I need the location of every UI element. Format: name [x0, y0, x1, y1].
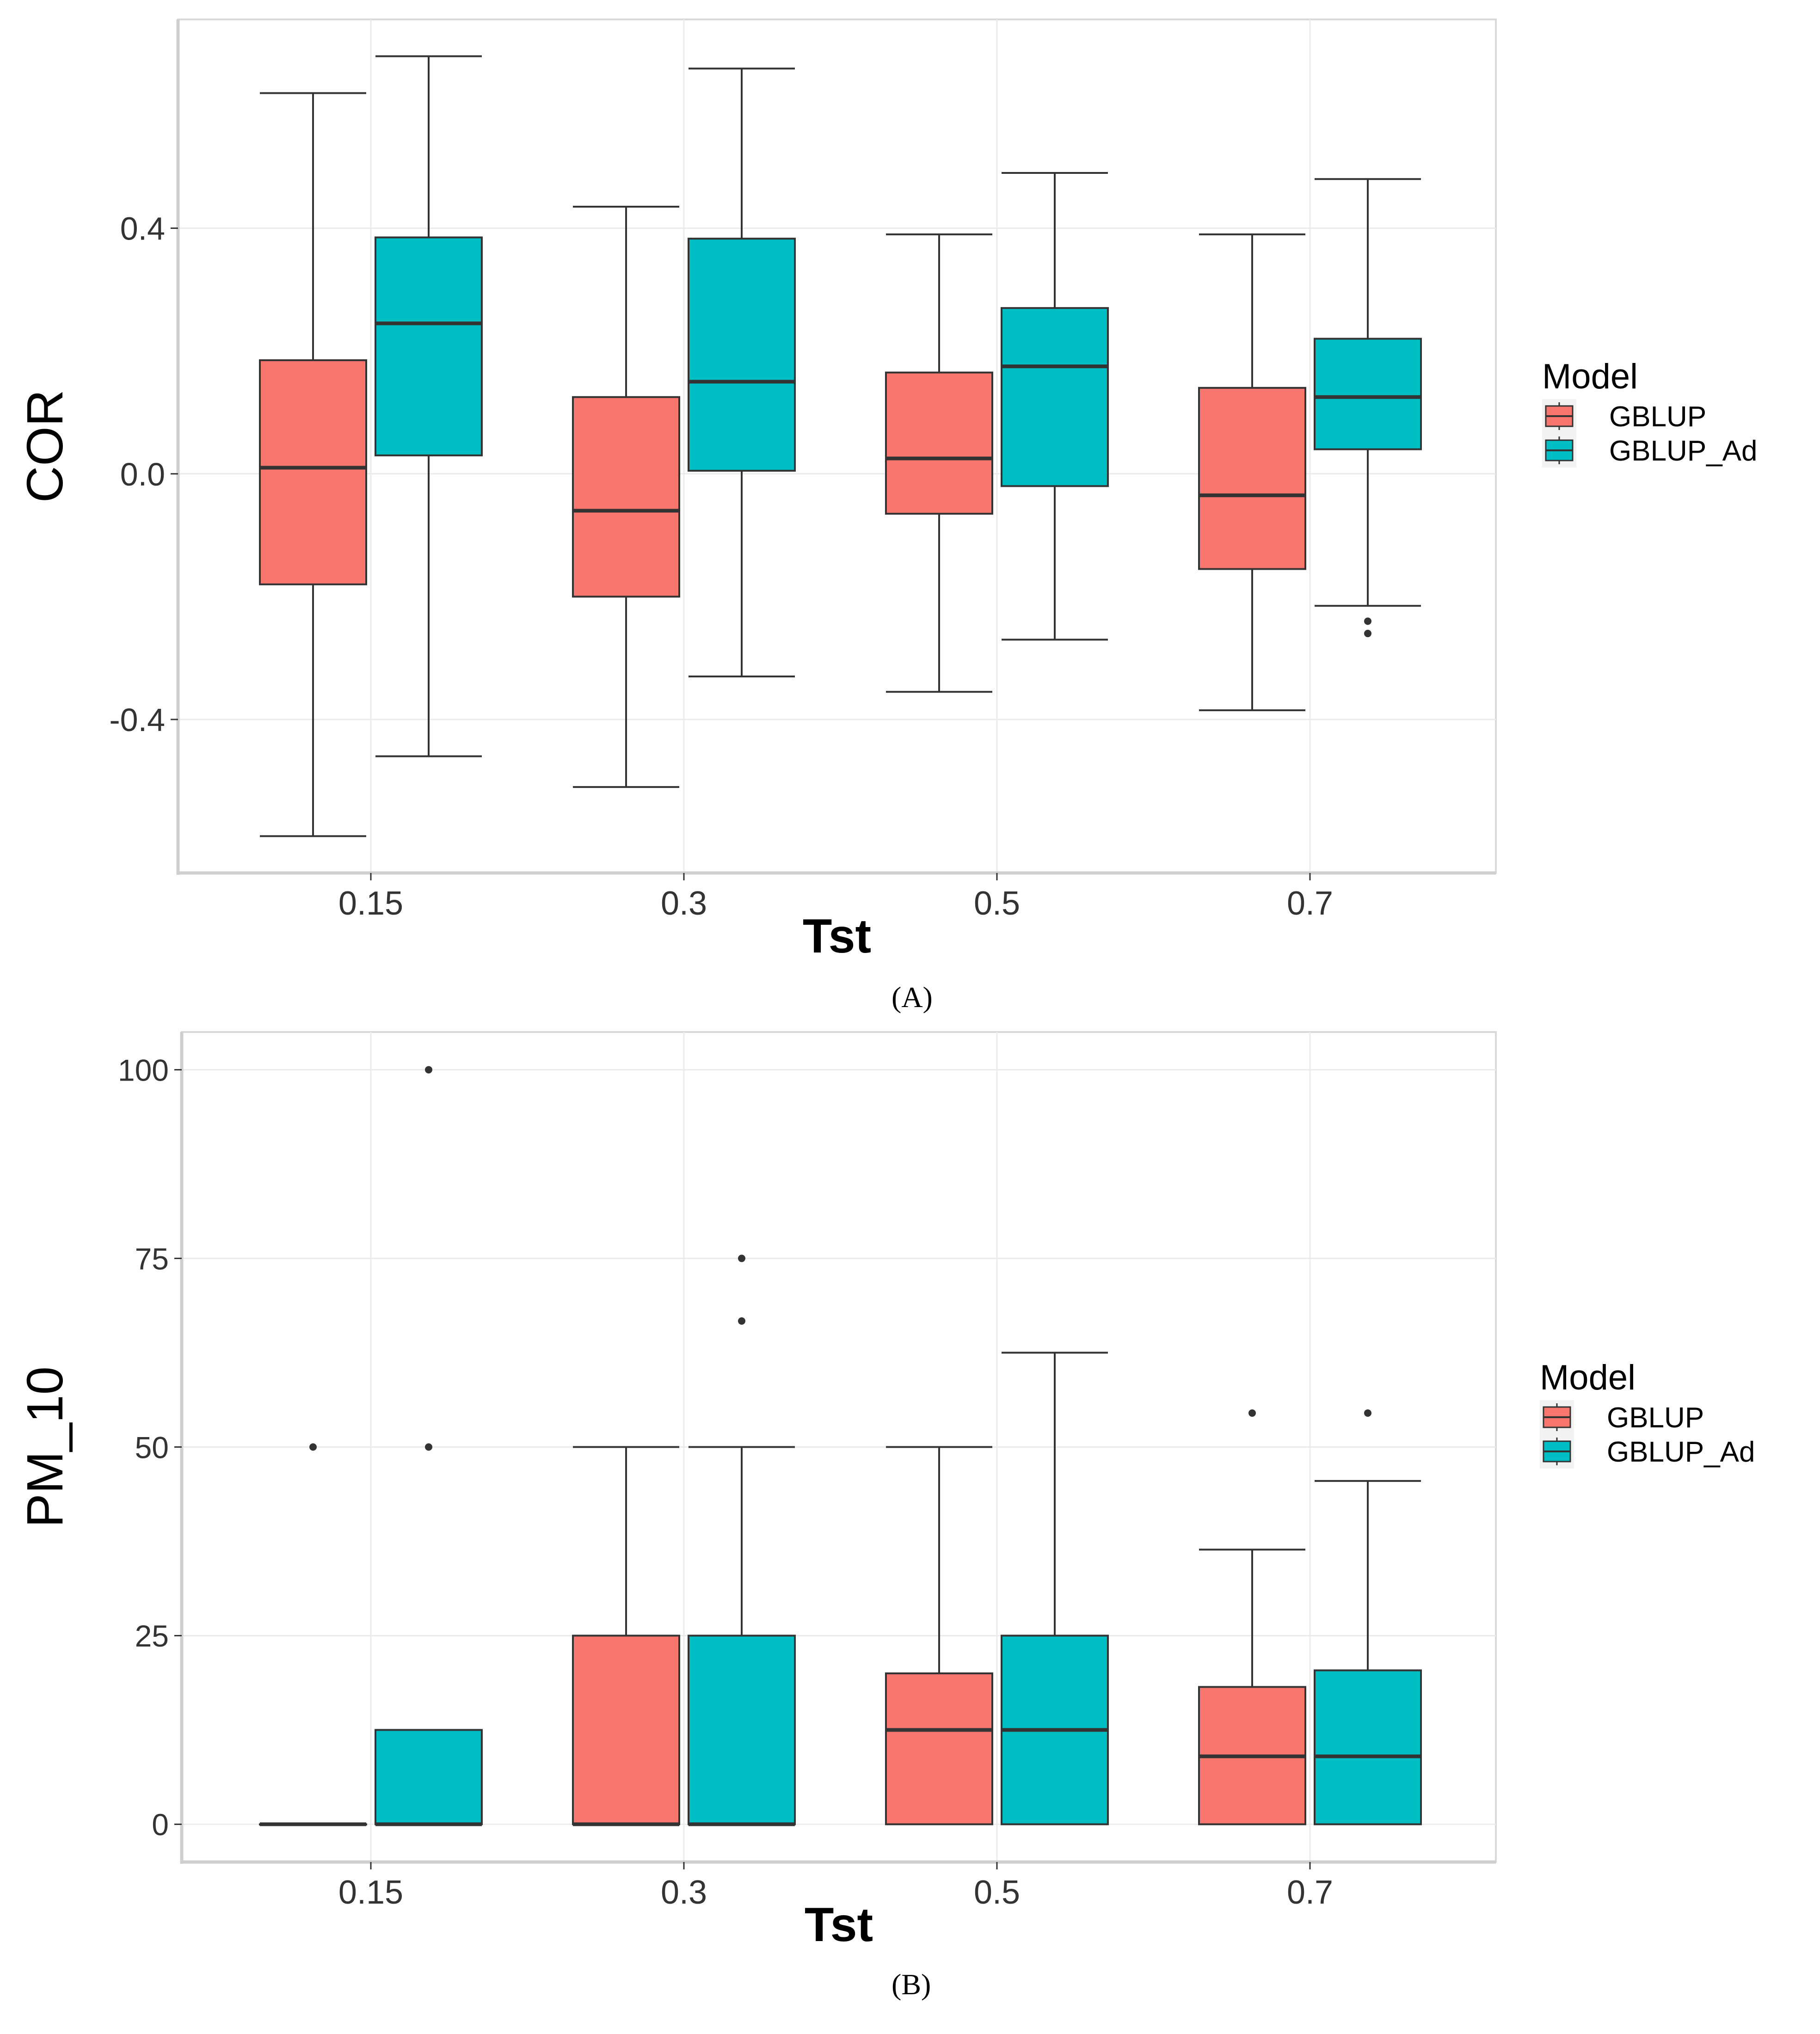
box	[688, 238, 796, 472]
x-tick-label: 0.3	[661, 885, 707, 922]
legend-label-gblup_ad: GBLUP_Ad	[1609, 435, 1758, 467]
box	[572, 396, 680, 598]
panel-label-a: (A)	[892, 981, 933, 1014]
boxplot-gblup-0.7	[1198, 1409, 1306, 1825]
x-tick-label: 0.15	[338, 885, 403, 922]
outlier-point	[738, 1317, 745, 1325]
y-tick-label: 0	[152, 1807, 169, 1842]
x-axis-title: Tst	[803, 909, 871, 963]
outlier-point	[425, 1443, 432, 1451]
y-tick-label: 75	[135, 1241, 169, 1276]
chart-panel-a: -0.4 0.0 0.4 0.15 0.3 0.5 0.7 Tst COR Model GBLUPG…	[17, 18, 1758, 963]
box	[885, 1672, 993, 1825]
x-tick-label: 0.5	[974, 885, 1020, 922]
outlier-point	[309, 1443, 317, 1451]
boxplot-gblup_ad-0.5	[1001, 172, 1109, 641]
chart-panel-b: 0 25 50 75 100 0.15 0.3 0.5 0.7 Tst PM_10 Model GBLU…	[17, 1031, 1755, 1952]
boxplot-gblup_ad-0.3	[688, 68, 796, 678]
box	[1314, 1669, 1422, 1825]
y-tick-label: 0.0	[120, 456, 165, 492]
x-axis-title: Tst	[805, 1898, 873, 1952]
boxplot-gblup-0.7	[1198, 233, 1306, 712]
legend-title: Model	[1542, 357, 1638, 396]
box	[885, 371, 993, 515]
box	[1198, 387, 1306, 570]
boxplot-gblup_ad-0.7	[1314, 178, 1422, 638]
y-tick-label: 25	[135, 1619, 169, 1653]
y-tick-label: 100	[118, 1053, 169, 1087]
outlier-point	[425, 1066, 432, 1074]
box	[1001, 307, 1109, 487]
x-tick-label: 0.7	[1287, 1874, 1333, 1911]
box	[688, 1635, 796, 1825]
boxplot-gblup_ad-0.3	[688, 1254, 796, 1826]
legend-label-gblup_ad: GBLUP_Ad	[1607, 1436, 1755, 1468]
boxplot-gblup-0.5	[885, 233, 993, 693]
boxplot-gblup_ad-0.15	[375, 1066, 483, 1826]
outlier-point	[1364, 617, 1371, 625]
outlier-point	[1364, 630, 1371, 638]
legend-title: Model	[1540, 1358, 1636, 1397]
boxplot-gblup-0.15	[259, 1443, 367, 1826]
x-tick-label: 0.15	[338, 1874, 403, 1911]
outlier-point	[1364, 1409, 1371, 1417]
panel-label-b: (B)	[892, 1968, 931, 2001]
y-axis-title: COR	[17, 390, 74, 503]
boxplot-gblup-0.3	[572, 206, 680, 788]
boxplot-gblup_ad-0.7	[1314, 1409, 1422, 1825]
boxplot-gblup-0.3	[572, 1446, 680, 1826]
boxplot-gblup-0.5	[885, 1446, 993, 1825]
box	[572, 1635, 680, 1825]
y-tick-label: 50	[135, 1430, 169, 1464]
boxplot-gblup-0.15	[259, 92, 367, 837]
box	[375, 236, 483, 456]
y-tick-label: -0.4	[109, 702, 165, 738]
box	[259, 359, 367, 585]
y-tick-label: 0.4	[120, 211, 165, 247]
y-axis-title: PM_10	[17, 1366, 74, 1528]
legend-label-gblup: GBLUP	[1609, 401, 1706, 433]
outlier-point	[1248, 1409, 1256, 1417]
boxplot-gblup_ad-0.5	[1001, 1352, 1109, 1825]
outlier-point	[738, 1254, 745, 1262]
x-tick-label: 0.7	[1287, 885, 1333, 922]
box	[375, 1729, 483, 1825]
box	[1314, 338, 1422, 450]
x-tick-label: 0.3	[661, 1874, 707, 1911]
legend-label-gblup: GBLUP	[1607, 1402, 1704, 1434]
boxplot-gblup_ad-0.15	[375, 55, 483, 757]
x-tick-label: 0.5	[974, 1874, 1020, 1911]
